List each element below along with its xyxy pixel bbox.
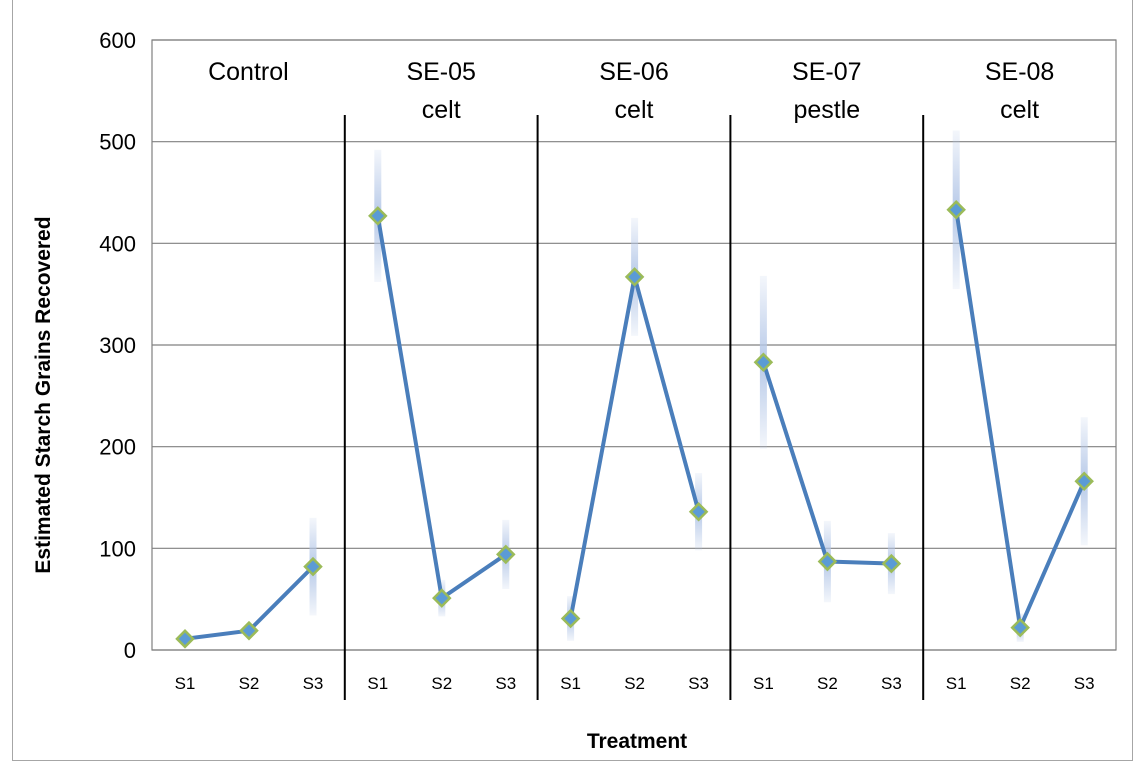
y-tick-label: 200 <box>99 435 136 460</box>
group-label: pestle <box>793 96 860 124</box>
y-axis-tick-labels: 0 100 200 300 400 500 600 <box>99 28 136 663</box>
data-marker <box>1074 471 1094 492</box>
x-tick-label: S1 <box>175 674 196 693</box>
y-tick-label: 600 <box>99 28 136 53</box>
y-tick-label: 300 <box>99 333 136 358</box>
group-label: SE-06 <box>599 58 668 86</box>
group-label: SE-08 <box>985 58 1054 86</box>
data-markers <box>175 200 1094 649</box>
data-marker <box>688 501 709 522</box>
x-tick-label: S2 <box>624 674 645 693</box>
x-axis-title: Treatment <box>587 730 687 753</box>
data-marker <box>753 352 774 373</box>
data-marker <box>368 206 388 226</box>
group-labels: Control SE-05 celt SE-06 celt SE-07 pestle SE-0… <box>208 58 1054 124</box>
x-axis-tick-labels: S1 S2 S3 S1 S2 S3 S1 S2 S3 S1 S2 S3 S1 S2 S3 <box>175 674 1095 693</box>
group-label: SE-07 <box>792 58 861 86</box>
group-label: SE-05 <box>406 58 475 86</box>
x-tick-label: S1 <box>753 674 774 693</box>
x-tick-label: S2 <box>817 674 838 693</box>
x-tick-label: S2 <box>239 674 260 693</box>
data-marker <box>496 544 516 565</box>
x-tick-label: S3 <box>1074 674 1095 693</box>
y-tick-label: 100 <box>99 536 136 561</box>
y-tick-label: 500 <box>99 130 136 155</box>
data-marker <box>624 267 645 287</box>
x-tick-label: S3 <box>688 674 709 693</box>
x-tick-label: S3 <box>881 674 902 693</box>
data-marker <box>1010 617 1030 638</box>
x-tick-label: S1 <box>367 674 388 693</box>
y-axis-title: Estimated Starch Grains Recovered <box>32 216 55 573</box>
data-marker <box>560 608 581 629</box>
data-marker <box>303 556 323 577</box>
group-label: Control <box>208 58 289 86</box>
data-marker <box>817 551 838 572</box>
data-marker <box>946 200 966 220</box>
data-marker <box>432 588 452 608</box>
y-tick-label: 400 <box>99 231 136 256</box>
data-marker <box>239 620 259 641</box>
x-tick-label: S1 <box>560 674 581 693</box>
x-tick-label: S3 <box>303 674 324 693</box>
x-tick-label: S2 <box>431 674 452 693</box>
data-marker <box>881 553 902 574</box>
group-label: celt <box>1000 96 1039 124</box>
group-label: celt <box>422 96 461 124</box>
x-tick-label: S2 <box>1010 674 1031 693</box>
group-separators <box>343 115 925 700</box>
y-tick-label: 0 <box>124 638 136 663</box>
group-label: celt <box>615 96 654 124</box>
x-tick-label: S3 <box>495 674 516 693</box>
x-tick-label: S1 <box>946 674 967 693</box>
data-marker <box>175 629 195 649</box>
